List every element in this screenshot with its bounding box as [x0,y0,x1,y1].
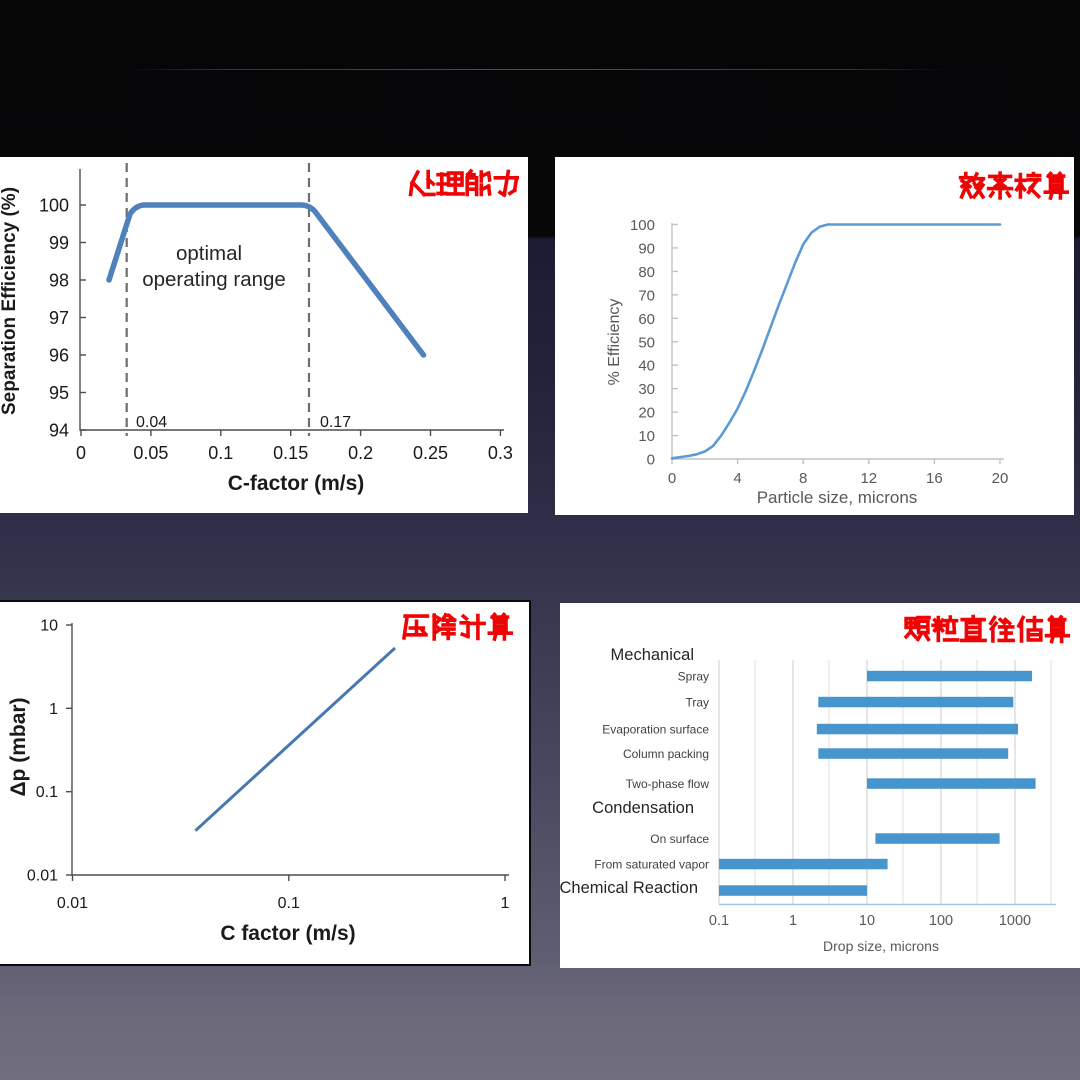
svg-text:Particle size, microns: Particle size, microns [757,488,918,507]
svg-text:Drop size, microns: Drop size, microns [823,938,939,954]
svg-text:10: 10 [859,913,875,929]
svg-text:0.01: 0.01 [27,868,58,885]
svg-text:97: 97 [49,308,69,328]
svg-text:0.1: 0.1 [36,784,58,801]
svg-text:Separation Efficiency (%): Separation Efficiency (%) [0,187,20,415]
svg-text:1: 1 [49,701,58,718]
svg-text:100: 100 [630,217,655,234]
svg-text:95: 95 [49,383,69,403]
svg-text:C-factor (m/s): C-factor (m/s) [228,472,365,495]
svg-text:From saturated vapor: From saturated vapor [594,858,709,872]
svg-text:20: 20 [638,405,655,422]
svg-text:10: 10 [40,618,58,635]
svg-text:50: 50 [638,334,655,351]
svg-text:Evaporation surface: Evaporation surface [602,723,709,737]
svg-text:0.1: 0.1 [709,913,729,929]
svg-text:0.05: 0.05 [133,443,168,463]
svg-text:10: 10 [638,428,655,445]
svg-text:C factor (m/s): C factor (m/s) [220,922,355,945]
svg-text:16: 16 [926,470,943,487]
svg-text:98: 98 [49,270,69,290]
svg-text:70: 70 [638,287,655,304]
svg-text:94: 94 [49,420,69,440]
svg-text:operating range: operating range [142,268,286,291]
svg-text:On surface: On surface [650,832,709,846]
svg-text:40: 40 [638,358,655,375]
svg-text:12: 12 [860,470,877,487]
svg-text:Two-phase flow: Two-phase flow [626,777,710,791]
svg-text:% Efficiency: % Efficiency [606,299,623,386]
svg-text:0: 0 [76,443,86,463]
svg-text:0.17: 0.17 [320,414,351,431]
svg-text:80: 80 [638,264,655,281]
svg-text:0: 0 [668,470,676,487]
svg-text:0.3: 0.3 [488,443,513,463]
svg-text:90: 90 [638,240,655,257]
svg-text:optimal: optimal [176,242,242,265]
svg-text:0.04: 0.04 [136,414,167,431]
svg-text:Column packing: Column packing [623,747,709,761]
svg-text:60: 60 [638,311,655,328]
svg-text:4: 4 [733,470,741,487]
svg-text:0.15: 0.15 [273,443,308,463]
svg-text:99: 99 [49,233,69,253]
svg-text:Chemical Reaction: Chemical Reaction [560,879,698,897]
svg-text:0.25: 0.25 [413,443,448,463]
svg-text:30: 30 [638,381,655,398]
svg-text:Mechanical: Mechanical [611,646,694,664]
svg-text:20: 20 [992,470,1009,487]
svg-text:100: 100 [929,913,953,929]
svg-text:Condensation: Condensation [592,799,694,817]
svg-text:100: 100 [39,195,69,215]
svg-text:8: 8 [799,470,807,487]
svg-text:0: 0 [647,452,655,469]
svg-text:0.1: 0.1 [208,443,233,463]
svg-text:Δp (mbar): Δp (mbar) [7,697,30,796]
svg-text:1000: 1000 [999,913,1031,929]
svg-text:96: 96 [49,345,69,365]
svg-text:1: 1 [501,895,510,912]
svg-text:0.2: 0.2 [348,443,373,463]
svg-text:0.1: 0.1 [278,895,300,912]
svg-text:0.01: 0.01 [57,895,88,912]
svg-text:Spray: Spray [678,670,709,684]
svg-text:Tray: Tray [685,696,709,710]
svg-text:1: 1 [789,913,797,929]
